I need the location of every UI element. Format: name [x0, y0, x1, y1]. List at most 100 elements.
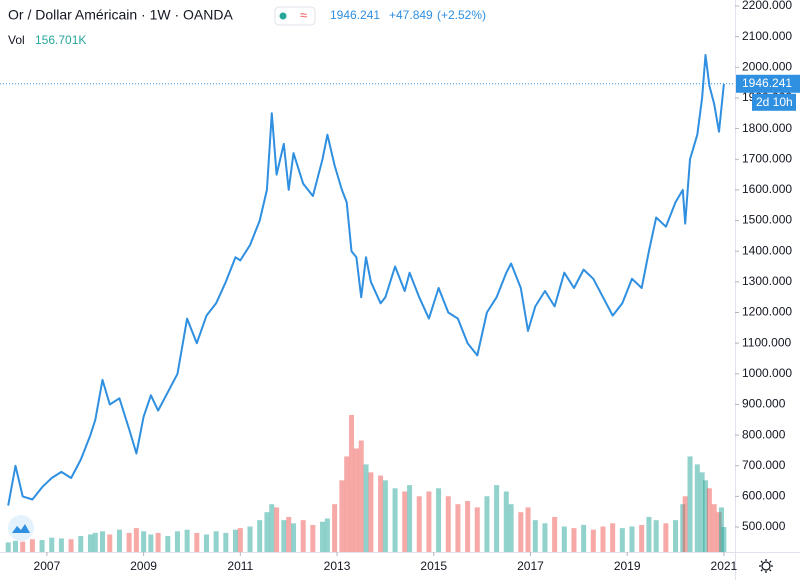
volume-bar	[508, 504, 514, 552]
x-tick-label: 2015	[420, 559, 447, 573]
volume-bar	[339, 480, 345, 552]
volume-bar	[12, 540, 18, 552]
volume-bar	[5, 542, 11, 552]
y-tick-label: 2000.000	[742, 59, 792, 73]
volume-bar	[184, 529, 190, 552]
volume-bar	[600, 526, 606, 552]
volume-bar	[416, 496, 422, 552]
volume-bar	[349, 415, 355, 552]
x-tick-label: 2007	[34, 559, 61, 573]
volume-bar	[324, 518, 330, 552]
last-price: 1946.241	[330, 8, 380, 22]
volume-bar	[646, 516, 652, 552]
volume-layer	[5, 415, 727, 552]
volume-bar	[353, 448, 359, 552]
y-tick-label: 900.000	[742, 397, 786, 411]
volume-bar	[503, 491, 509, 552]
y-tick-label: 600.000	[742, 489, 786, 503]
delay-icon: ≈	[300, 7, 307, 22]
y-tick-label: 1300.000	[742, 274, 792, 288]
countdown-box	[752, 93, 796, 111]
volume-bar	[310, 524, 316, 552]
y-tick-label: 2200.000	[742, 0, 792, 12]
last-price-box	[736, 74, 800, 93]
price-layer	[0, 54, 735, 506]
countdown-label: 2d 10h	[756, 95, 793, 109]
volume-bar	[552, 516, 558, 552]
volume-bar	[663, 523, 669, 552]
status-badge[interactable]	[274, 6, 316, 26]
status-dot	[279, 12, 287, 20]
volume-bar	[532, 520, 538, 552]
volume-bar	[474, 507, 480, 552]
volume-bar	[286, 516, 292, 552]
volume-bar	[300, 520, 306, 552]
volume-bar	[619, 528, 625, 552]
volume-bar	[682, 496, 688, 552]
y-tick-label: 1800.000	[742, 121, 792, 135]
volume-last: 156.701K	[35, 33, 86, 47]
volume-bar	[436, 488, 442, 552]
x-tick-label: 2021	[711, 559, 738, 573]
volume-bar	[237, 528, 243, 552]
x-tick-label: 2009	[130, 559, 157, 573]
y-tick-label: 1500.000	[742, 213, 792, 227]
volume-bar	[213, 531, 219, 552]
volume-bar	[116, 529, 122, 552]
volume-bar	[155, 532, 161, 552]
x-tick-label: 2017	[517, 559, 544, 573]
y-tick-label: 1600.000	[742, 182, 792, 196]
volume-bar	[581, 524, 587, 552]
volume-bar	[87, 534, 93, 552]
y-tick-label: 700.000	[742, 458, 786, 472]
logo-shape	[12, 524, 30, 533]
volume-bar	[721, 527, 727, 552]
volume-bar	[107, 534, 113, 552]
volume-bar	[174, 531, 180, 552]
volume-bar	[58, 538, 64, 552]
y-tick-label: 1100.000	[742, 335, 791, 349]
y-tick-label: 500.000	[742, 519, 786, 533]
volume-bar	[382, 480, 388, 552]
volume-bar	[455, 504, 461, 552]
price-change: +47.849	[389, 8, 433, 22]
volume-bar	[148, 534, 154, 552]
volume-bar	[203, 534, 209, 552]
price-line	[7, 54, 725, 506]
chart-title: Or / Dollar Américain · 1W · OANDA	[8, 7, 233, 23]
volume-bar	[402, 491, 408, 552]
volume-bar	[639, 524, 645, 552]
volume-bar	[126, 532, 132, 552]
volume-bar	[465, 501, 471, 552]
volume-bar	[706, 488, 712, 552]
price-axis: 2200.0002100.0002000.0001900.0001800.000…	[735, 0, 800, 533]
volume-bar	[711, 504, 717, 552]
volume-bar	[426, 491, 432, 552]
volume-bar	[281, 520, 287, 552]
volume-bar	[653, 520, 659, 552]
volume-bar	[49, 537, 55, 552]
volume-bar	[363, 464, 369, 552]
y-tick-label: 1200.000	[742, 305, 792, 319]
volume-bar	[133, 528, 139, 552]
volume-bar	[358, 440, 364, 552]
volume-bar	[368, 472, 374, 552]
volume-bar	[100, 531, 106, 552]
volume-bar	[92, 532, 98, 552]
volume-bar	[247, 526, 253, 552]
y-tick-label: 1700.000	[742, 151, 792, 165]
settings-icon[interactable]	[759, 559, 773, 573]
volume-bar	[445, 496, 451, 552]
logo[interactable]	[8, 515, 34, 541]
volume-bar	[232, 529, 238, 552]
volume-bar	[694, 464, 700, 552]
volume-bar	[29, 539, 35, 552]
volume-bar	[687, 456, 693, 552]
volume-bar	[590, 529, 596, 552]
y-tick-label: 1400.000	[742, 243, 792, 257]
price-change-pct: (+2.52%)	[437, 8, 486, 22]
volume-bar	[291, 523, 297, 552]
x-tick-label: 2011	[227, 559, 253, 573]
volume-bar	[542, 523, 548, 552]
